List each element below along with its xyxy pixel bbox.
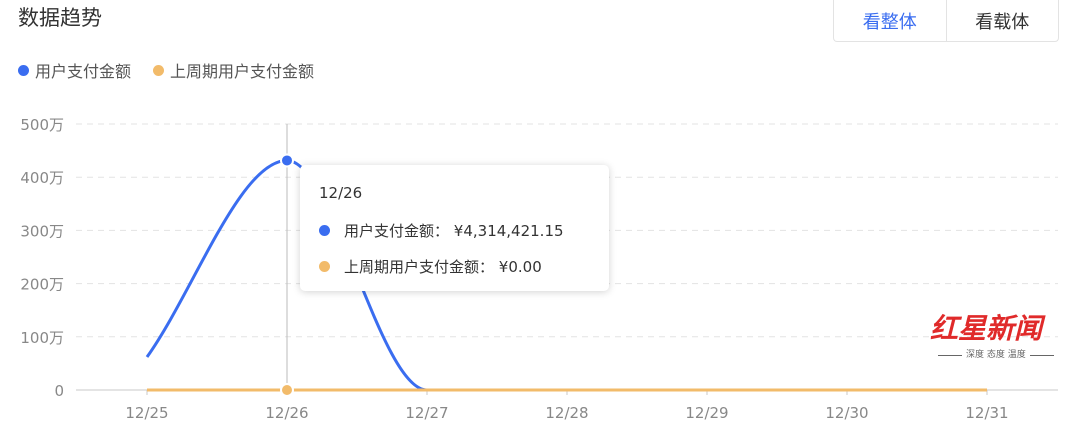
tooltip: 12/26 用户支付金额： ¥4,314,421.15 上周期用户支付金额： ¥…	[300, 165, 609, 291]
x-tick-label: 12/26	[265, 404, 308, 422]
data-point	[280, 383, 294, 397]
tooltip-label: 上周期用户支付金额：	[344, 258, 495, 276]
x-tick-label: 12/31	[965, 404, 1008, 422]
x-tick-label: 12/29	[685, 404, 728, 422]
tooltip-row: 用户支付金额： ¥4,314,421.15	[319, 220, 564, 241]
legend-item-previous[interactable]: 上周期用户支付金额	[153, 58, 314, 82]
series-dot-icon	[319, 225, 330, 236]
y-tick-label: 500万	[20, 116, 64, 134]
y-tick-label: 400万	[20, 169, 64, 187]
x-tick-label: 12/25	[125, 404, 168, 422]
x-tick-label: 12/27	[405, 404, 448, 422]
legend: 用户支付金额 上周期用户支付金额	[18, 58, 314, 82]
series-dot-icon	[319, 261, 330, 272]
y-tick-label: 100万	[20, 329, 64, 347]
legend-item-current[interactable]: 用户支付金额	[18, 58, 131, 82]
view-carrier-button[interactable]: 看载体	[945, 0, 1059, 41]
watermark-logo: 红星新闻	[930, 312, 1043, 345]
tooltip-row: 上周期用户支付金额： ¥0.00	[319, 256, 542, 277]
y-tick-label: 300万	[20, 222, 64, 240]
tooltip-value: ¥4,314,421.15	[453, 221, 564, 240]
watermark-slogan-text: 深度 态度 温度	[966, 350, 1026, 360]
tooltip-value: ¥0.00	[498, 257, 542, 276]
legend-label: 上周期用户支付金额	[170, 62, 315, 81]
x-tick-label: 12/28	[545, 404, 588, 422]
view-overall-button[interactable]: 看整体	[862, 11, 917, 33]
y-tick-label: 200万	[20, 276, 64, 294]
y-tick-label: 0	[54, 382, 64, 400]
tooltip-label: 用户支付金额：	[344, 222, 450, 240]
legend-dot-icon	[153, 64, 165, 76]
tooltip-date: 12/26	[319, 184, 363, 202]
legend-label: 用户支付金额	[35, 62, 132, 81]
legend-dot-icon	[18, 64, 29, 76]
page-title: 数据趋势	[18, 6, 102, 30]
view-toggle: 看整体 看载体	[833, 0, 1059, 42]
watermark-slogan: 深度 态度 温度	[938, 349, 1054, 361]
x-tick-label: 12/30	[825, 404, 868, 422]
data-point	[280, 153, 294, 168]
